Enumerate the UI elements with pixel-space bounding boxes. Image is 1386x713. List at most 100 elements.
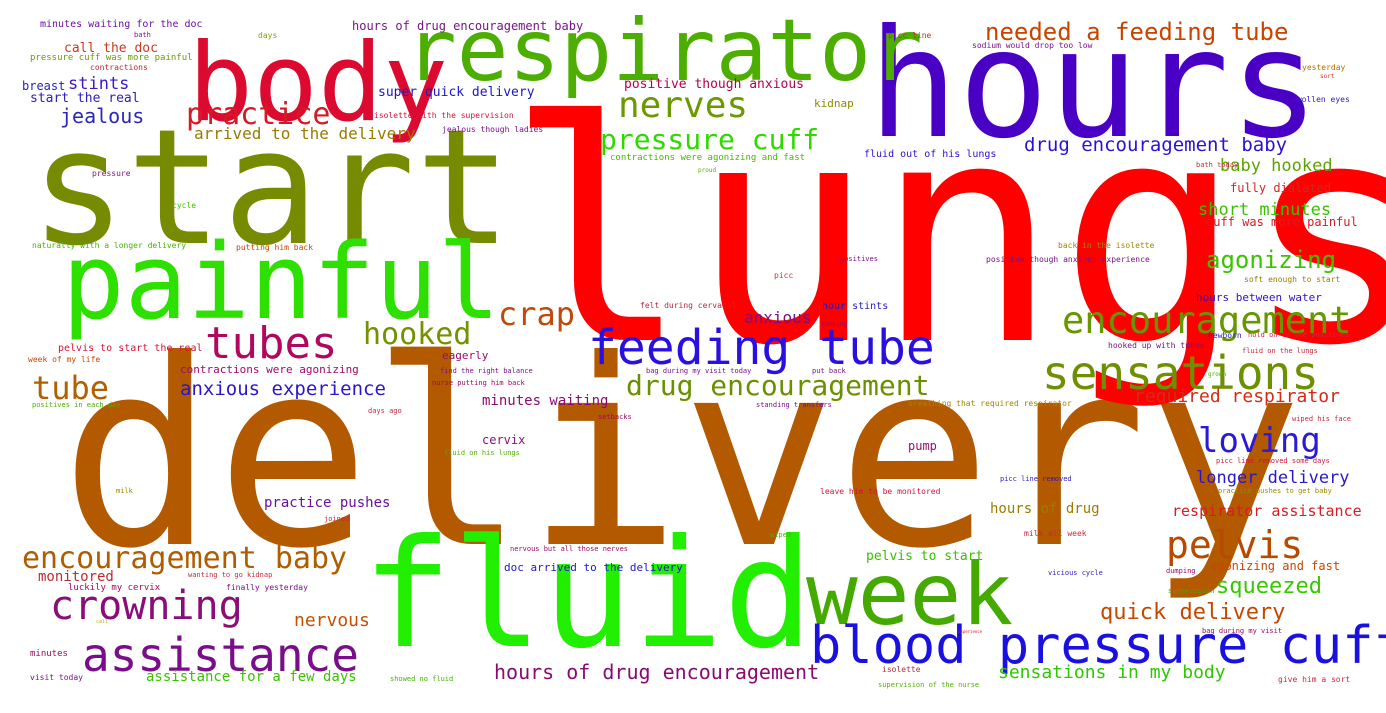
cloud-word: minutes waiting for the doc [40, 19, 203, 30]
cloud-word: contractions were agonizing and fast [610, 153, 806, 163]
cloud-word: contractions [90, 63, 148, 72]
cloud-word: nervous [294, 610, 370, 631]
cloud-word: anxious [744, 308, 812, 327]
cloud-word: hour stints [822, 301, 889, 312]
cloud-word: sensations in my body [998, 662, 1226, 683]
cloud-word: positive though anxious [624, 77, 805, 92]
cloud-word: joined [324, 515, 350, 523]
cloud-word: jealous [60, 104, 145, 128]
cloud-word: cervix [482, 433, 526, 447]
cloud-word: sodium would drop too low [972, 41, 1093, 50]
cloud-word: eagerly [442, 349, 489, 362]
cloud-word: wiped [770, 531, 792, 539]
cloud-word: putting him back [236, 243, 314, 252]
cloud-word: give him a sort [1278, 675, 1351, 684]
cloud-word: proud [698, 167, 717, 174]
cloud-word: hours of drug encouragement [494, 660, 820, 684]
cloud-word: positives in each day [32, 401, 121, 409]
cloud-word: leave him to be monitored [820, 487, 941, 496]
cloud-word: crap [498, 295, 576, 333]
cloud-word: nurse putting him back [432, 379, 525, 387]
cloud-word: hooked [363, 317, 472, 352]
cloud-word: minutes waiting [482, 393, 609, 409]
cloud-word: newborn [1208, 331, 1242, 340]
cloud-word: contractions were agonizing [180, 363, 359, 376]
cloud-word: assistance for a few days [146, 669, 357, 685]
cloud-word: start the real [30, 91, 140, 106]
cloud-word: supervision [1168, 587, 1215, 595]
cloud-word: pelvis to start [866, 549, 984, 564]
cloud-word: showed no fluid [390, 675, 454, 683]
cloud-word: agonizing [1206, 246, 1337, 274]
cloud-word: dumping [1166, 567, 1196, 575]
cloud-word: super quick delivery [378, 85, 535, 100]
cloud-word: isolette [882, 665, 921, 674]
cloud-word: practice pushes [264, 495, 391, 511]
cloud-word: felt during cervadil [640, 301, 737, 310]
cloud-word: call [96, 619, 109, 625]
cloud-word: loving [1198, 421, 1321, 461]
cloud-word: tube [32, 369, 110, 407]
cloud-word: agonizing and fast [1210, 559, 1341, 573]
cloud-word: pressure cuff [600, 123, 820, 156]
cloud-word: minutes [30, 649, 68, 659]
cloud-word: body [188, 21, 449, 146]
cloud-word: hours between water [1196, 291, 1322, 304]
cloud-word: respirator [405, 1, 923, 101]
cloud-word: soft enough to start [1244, 275, 1341, 284]
cloud-word: squeezed [1216, 574, 1322, 599]
cloud-word: luckily my cervix [68, 583, 161, 593]
cloud-word: bath [134, 31, 151, 39]
cloud-word: positives [840, 255, 878, 263]
cloud-word: nervous but all those nerves [510, 545, 629, 553]
cloud-word: standing transfers [756, 401, 832, 409]
cloud-word: setbacks [598, 413, 632, 421]
cloud-word: practice [186, 97, 331, 132]
cloud-word: painful [62, 221, 501, 343]
cloud-word: week [806, 545, 1014, 645]
cloud-word: nerves [618, 85, 749, 126]
cloud-word: fluid on his lungs [444, 449, 520, 457]
cloud-word: hours [868, 0, 1320, 172]
cloud-word: days [258, 31, 278, 40]
cloud-word: pumping [822, 321, 848, 328]
cloud-word: yesterday [1302, 63, 1346, 72]
cloud-word: required respirator [1134, 386, 1340, 407]
cloud-word: sort [1320, 73, 1335, 80]
cloud-word: supervision of the nurse [878, 681, 980, 689]
cloud-word: jealous though ladies [442, 125, 544, 134]
cloud-word: anxious experience [180, 378, 386, 400]
cloud-word: doc arrived to the delivery [504, 561, 683, 574]
cloud-word: call the doc [64, 41, 158, 56]
cloud-word: milk [116, 487, 133, 495]
cloud-word: bag during my visit today [646, 367, 752, 375]
cloud-word: drug encouragement [626, 369, 930, 402]
cloud-word: picc line [888, 31, 932, 40]
cloud-word: encouragement [1062, 299, 1352, 342]
cloud-word: find the right balance [440, 367, 533, 375]
cloud-word: swollen eyes [1292, 95, 1350, 104]
cloud-word: finally yesterday [226, 583, 308, 592]
cloud-word: experience [958, 629, 983, 634]
cloud-word: week of my life [28, 355, 101, 364]
cloud-word: fully dialated [1230, 181, 1332, 195]
cloud-word: put back [812, 367, 846, 375]
cloud-word: bag during my visit [1202, 627, 1283, 635]
cloud-word: hooked up with tubes [1108, 341, 1205, 350]
cloud-word: fluid out of his lungs [864, 149, 997, 160]
cloud-word: hold on to the positives [1248, 331, 1350, 339]
cloud-word: tubes [205, 318, 338, 369]
cloud-word: hours of drug [990, 501, 1100, 517]
cloud-word: pelvis to start the real [58, 343, 203, 354]
cloud-word: positive though anxious experience [986, 255, 1150, 264]
cloud-word: back in the isolette [1058, 241, 1155, 250]
cloud-word: pelvis [1166, 523, 1304, 567]
cloud-word: pump [908, 439, 937, 453]
cloud-word: delivery [60, 305, 1303, 605]
cloud-word: arrived to the delivery [194, 124, 416, 143]
cloud-word: feeding tube [588, 320, 935, 376]
cloud-word: crowning [50, 583, 243, 629]
cloud-word: stints [68, 74, 130, 94]
cloud-word: breathing that required respirator [908, 399, 1072, 408]
